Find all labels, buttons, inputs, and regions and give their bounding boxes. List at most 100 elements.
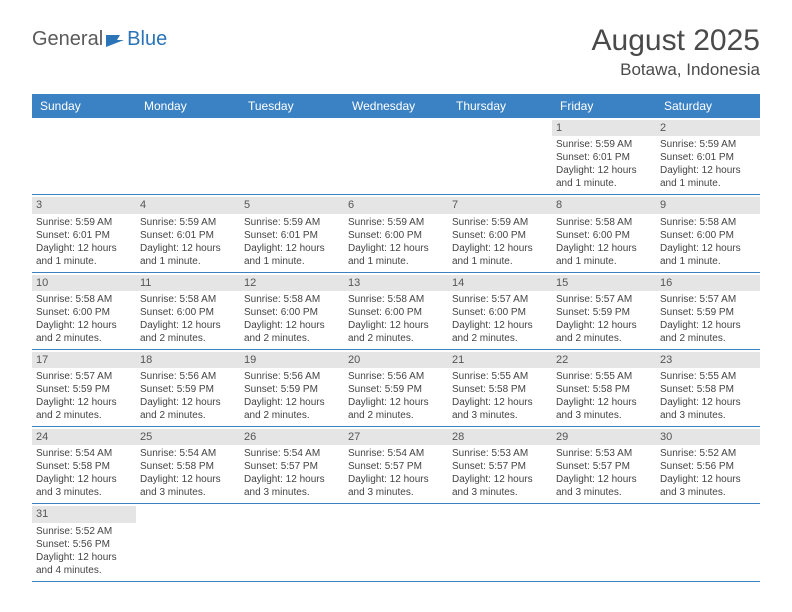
day-cell: [344, 118, 448, 194]
week-row: 31Sunrise: 5:52 AMSunset: 5:56 PMDayligh…: [32, 504, 760, 581]
day-detail-line: Daylight: 12 hours and 3 minutes.: [348, 473, 444, 499]
day-cell: 15 Sunrise: 5:57 AMSunset: 5:59 PMDayligh…: [552, 273, 656, 349]
day-detail-line: Daylight: 12 hours and 1 minute.: [140, 242, 236, 268]
day-detail-line: Daylight: 12 hours and 1 minute.: [452, 242, 548, 268]
day-detail-line: Sunset: 5:57 PM: [556, 460, 652, 473]
day-detail-line: Sunrise: 5:59 AM: [36, 216, 132, 229]
day-number: 14: [448, 275, 552, 291]
day-detail-line: Daylight: 12 hours and 2 minutes.: [244, 396, 340, 422]
day-number: 16: [656, 275, 760, 291]
day-detail-line: Sunset: 5:56 PM: [660, 460, 756, 473]
day-number: 24: [32, 429, 136, 445]
day-cell: 31Sunrise: 5:52 AMSunset: 5:56 PMDayligh…: [32, 504, 136, 580]
day-cell: [656, 504, 760, 580]
flag-icon: [106, 33, 124, 47]
day-detail-line: Sunset: 5:58 PM: [556, 383, 652, 396]
weekday-header: Friday: [552, 94, 656, 118]
day-detail-line: Sunset: 5:59 PM: [244, 383, 340, 396]
day-cell: 25Sunrise: 5:54 AMSunset: 5:58 PMDayligh…: [136, 427, 240, 503]
day-detail-line: Daylight: 12 hours and 2 minutes.: [140, 396, 236, 422]
day-detail-line: Sunset: 6:00 PM: [348, 306, 444, 319]
day-cell: 9Sunrise: 5:58 AMSunset: 6:00 PMDaylight…: [656, 195, 760, 271]
day-number: 8: [552, 197, 656, 213]
day-detail-line: Sunset: 5:58 PM: [452, 383, 548, 396]
day-cell: 16Sunrise: 5:57 AMSunset: 5:59 PMDayligh…: [656, 273, 760, 349]
day-cell: 3 Sunrise: 5:59 AMSunset: 6:01 PMDaylight…: [32, 195, 136, 271]
day-detail-line: Sunrise: 5:54 AM: [140, 447, 236, 460]
day-cell: 12Sunrise: 5:58 AMSunset: 6:00 PMDayligh…: [240, 273, 344, 349]
day-detail-line: Daylight: 12 hours and 2 minutes.: [36, 319, 132, 345]
day-detail-line: Daylight: 12 hours and 3 minutes.: [556, 396, 652, 422]
day-detail-line: Sunset: 6:00 PM: [36, 306, 132, 319]
day-detail-line: Sunset: 6:01 PM: [660, 151, 756, 164]
weekday-header: Thursday: [448, 94, 552, 118]
day-detail-line: Daylight: 12 hours and 2 minutes.: [452, 319, 548, 345]
day-cell: 11Sunrise: 5:58 AMSunset: 6:00 PMDayligh…: [136, 273, 240, 349]
day-number: 27: [344, 429, 448, 445]
day-cell: 19Sunrise: 5:56 AMSunset: 5:59 PMDayligh…: [240, 350, 344, 426]
day-detail-line: Sunrise: 5:59 AM: [140, 216, 236, 229]
weekday-header: Tuesday: [240, 94, 344, 118]
day-detail-line: Sunset: 5:59 PM: [556, 306, 652, 319]
day-detail-line: Sunrise: 5:58 AM: [348, 293, 444, 306]
day-detail-line: Sunset: 5:58 PM: [36, 460, 132, 473]
day-number: 9: [656, 197, 760, 213]
day-detail-line: Daylight: 12 hours and 2 minutes.: [244, 319, 340, 345]
day-detail-line: Sunrise: 5:55 AM: [452, 370, 548, 383]
day-number: 3: [32, 197, 136, 213]
day-detail-line: Sunrise: 5:53 AM: [556, 447, 652, 460]
day-number: 29: [552, 429, 656, 445]
day-detail-line: Sunset: 6:00 PM: [452, 229, 548, 242]
day-number: 25: [136, 429, 240, 445]
day-detail-line: Sunrise: 5:56 AM: [140, 370, 236, 383]
day-detail-line: Daylight: 12 hours and 2 minutes.: [556, 319, 652, 345]
day-detail-line: Sunrise: 5:58 AM: [244, 293, 340, 306]
day-number: 12: [240, 275, 344, 291]
day-cell: [240, 118, 344, 194]
day-cell: 6Sunrise: 5:59 AMSunset: 6:00 PMDaylight…: [344, 195, 448, 271]
week-row: 17Sunrise: 5:57 AMSunset: 5:59 PMDayligh…: [32, 350, 760, 427]
day-cell: 13Sunrise: 5:58 AMSunset: 6:00 PMDayligh…: [344, 273, 448, 349]
day-number: 26: [240, 429, 344, 445]
day-cell: 27Sunrise: 5:54 AMSunset: 5:57 PMDayligh…: [344, 427, 448, 503]
day-number: 30: [656, 429, 760, 445]
day-detail-line: Sunset: 6:01 PM: [244, 229, 340, 242]
day-detail-line: Sunset: 5:59 PM: [36, 383, 132, 396]
day-cell: [448, 118, 552, 194]
week-row: 24 Sunrise: 5:54 AM Sunset: 5:58 PM Dayligh…: [32, 427, 760, 504]
day-detail-line: Daylight: 12 hours and 3 minutes.: [452, 473, 548, 499]
logo: General Blue: [32, 28, 167, 51]
day-number: 15: [552, 275, 656, 291]
day-cell: 14Sunrise: 5:57 AMSunset: 6:00 PMDayligh…: [448, 273, 552, 349]
day-detail-line: Sunset: 6:01 PM: [36, 229, 132, 242]
day-detail-line: Daylight: 12 hours and 2 minutes.: [660, 319, 756, 345]
day-detail-line: Sunrise: 5:57 AM: [556, 293, 652, 306]
day-detail-line: Sunset: 6:01 PM: [556, 151, 652, 164]
day-detail-line: Daylight: 12 hours and 3 minutes.: [660, 473, 756, 499]
day-number: 2: [656, 120, 760, 136]
day-detail-line: Sunset: 5:58 PM: [660, 383, 756, 396]
day-cell: 1Sunrise: 5:59 AMSunset: 6:01 PMDaylight…: [552, 118, 656, 194]
day-detail-line: Sunrise: 5:53 AM: [452, 447, 548, 460]
day-cell: [240, 504, 344, 580]
day-detail-line: Sunset: 6:00 PM: [348, 229, 444, 242]
day-cell: 21Sunrise: 5:55 AMSunset: 5:58 PMDayligh…: [448, 350, 552, 426]
day-detail-line: Sunset: 6:00 PM: [556, 229, 652, 242]
day-detail-line: Daylight: 12 hours and 1 minute.: [36, 242, 132, 268]
weekday-header: Saturday: [656, 94, 760, 118]
day-cell: 29Sunrise: 5:53 AMSunset: 5:57 PMDayligh…: [552, 427, 656, 503]
day-detail-line: Sunset: 5:57 PM: [452, 460, 548, 473]
week-row: 1Sunrise: 5:59 AMSunset: 6:01 PMDaylight…: [32, 118, 760, 195]
logo-text-blue: Blue: [127, 28, 167, 51]
day-detail-line: Sunset: 5:57 PM: [348, 460, 444, 473]
page-header: General Blue August 2025 Botawa, Indones…: [32, 24, 760, 80]
day-detail-line: Sunrise: 5:52 AM: [660, 447, 756, 460]
day-detail-line: Sunrise: 5:58 AM: [36, 293, 132, 306]
calendar: SundayMondayTuesdayWednesdayThursdayFrid…: [32, 94, 760, 582]
day-detail-line: Sunrise: 5:59 AM: [556, 138, 652, 151]
day-cell: [136, 504, 240, 580]
day-detail-line: Sunset: 6:00 PM: [452, 306, 548, 319]
day-cell: 24Sunrise: 5:54 AMSunset: 5:58 PMDayligh…: [32, 427, 136, 503]
day-number: 5: [240, 197, 344, 213]
day-cell: 23Sunrise: 5:55 AMSunset: 5:58 PMDayligh…: [656, 350, 760, 426]
